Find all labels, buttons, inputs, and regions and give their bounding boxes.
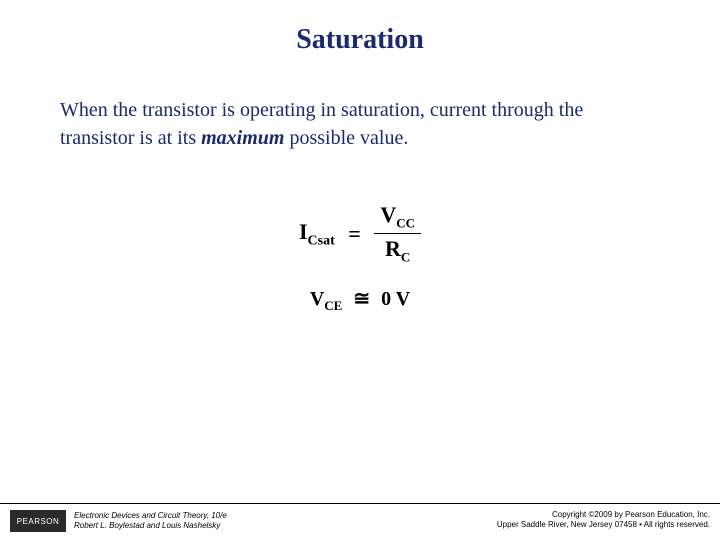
body-paragraph: When the transistor is operating in satu…	[0, 56, 720, 152]
eq1-num-sub: CC	[396, 215, 415, 230]
eq1-lhs-sub: Csat	[308, 233, 335, 248]
slide: Saturation When the transistor is operat…	[0, 0, 720, 540]
slide-footer: PEARSON Electronic Devices and Circuit T…	[0, 503, 720, 540]
eq2-lhs-sub: CE	[324, 298, 342, 313]
footer-address: Upper Saddle River, New Jersey 07458 • A…	[497, 520, 710, 530]
eq1-equals: =	[340, 221, 369, 246]
eq2-rhs: 0 V	[381, 288, 410, 310]
eq2-lhs: VCE	[310, 288, 343, 310]
pearson-logo: PEARSON	[10, 510, 66, 532]
body-post: possible value.	[284, 127, 408, 149]
footer-left: PEARSON Electronic Devices and Circuit T…	[10, 510, 227, 532]
footer-left-text: Electronic Devices and Circuit Theory, 1…	[74, 511, 227, 532]
equation-icsat: ICsat = VCC RC	[299, 202, 421, 266]
eq1-lhs-sym: I	[299, 219, 308, 244]
eq2-approx: ≅	[347, 288, 376, 310]
eq2-lhs-sym: V	[310, 288, 324, 310]
eq1-den-sym: R	[385, 236, 401, 261]
footer-authors: Robert L. Boylestad and Louis Nashelsky	[74, 521, 227, 531]
eq1-lhs: ICsat	[299, 219, 335, 244]
eq1-num-sym: V	[380, 202, 396, 227]
eq1-den-sub: C	[401, 250, 410, 265]
eq1-numerator: VCC	[374, 202, 421, 234]
slide-title: Saturation	[0, 0, 720, 56]
eq1-denominator: RC	[374, 234, 421, 265]
footer-copyright: Copyright ©2009 by Pearson Education, In…	[497, 510, 710, 520]
footer-book-title: Electronic Devices and Circuit Theory, 1…	[74, 511, 227, 521]
footer-right: Copyright ©2009 by Pearson Education, In…	[497, 510, 710, 531]
equation-vce: VCE ≅ 0 V	[0, 286, 720, 314]
eq1-fraction: VCC RC	[374, 202, 421, 266]
body-emphasis: maximum	[201, 127, 284, 149]
equations-block: ICsat = VCC RC VCE ≅ 0 V	[0, 202, 720, 314]
